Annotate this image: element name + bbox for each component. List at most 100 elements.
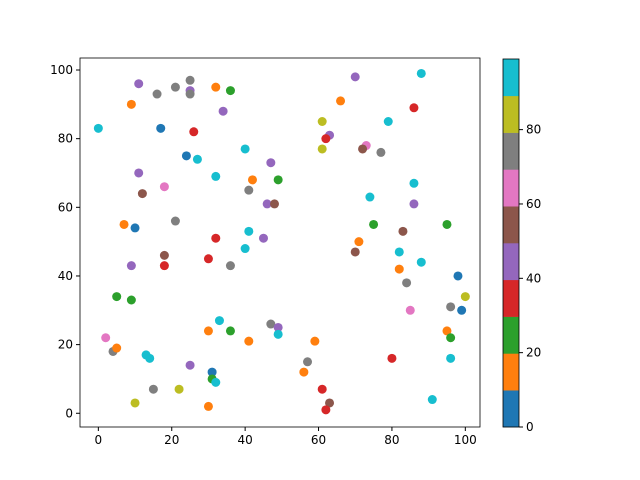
scatter-point	[130, 398, 140, 408]
scatter-point	[317, 117, 327, 127]
scatter-point	[317, 144, 327, 154]
scatter-point	[244, 336, 254, 346]
colorbar-segment	[503, 316, 519, 354]
scatter-point	[387, 353, 397, 363]
colorbar-tick-label: 20	[526, 346, 541, 360]
colorbar-segment	[503, 95, 519, 133]
colorbar-segment	[503, 279, 519, 317]
scatter-point	[409, 103, 419, 113]
scatter-point	[321, 405, 331, 415]
scatter-point	[266, 319, 276, 329]
scatter-point	[159, 250, 169, 260]
scatter-point	[211, 377, 221, 387]
scatter-point	[207, 367, 217, 377]
scatter-point	[119, 219, 129, 229]
y-tick-label: 0	[65, 406, 73, 420]
colorbar-frame	[502, 58, 520, 428]
scatter-point	[203, 254, 213, 264]
scatter-point	[427, 395, 437, 405]
scatter-point	[152, 89, 162, 99]
scatter-point	[185, 75, 195, 85]
scatter-point	[442, 219, 452, 229]
scatter-point	[350, 72, 360, 82]
scatter-point	[325, 398, 335, 408]
colorbar-tick-label: 40	[526, 271, 541, 285]
scatter-point	[398, 226, 408, 236]
scatter-point	[218, 106, 228, 116]
y-tick-label: 100	[50, 63, 73, 77]
x-tick-label: 0	[95, 433, 103, 447]
colorbar-tick-label: 0	[526, 420, 534, 434]
scatter-point	[453, 271, 463, 281]
colorbar-tick-label: 80	[526, 123, 541, 137]
scatter-point	[262, 199, 272, 209]
scatter-point	[203, 326, 213, 336]
scatter-point	[134, 168, 144, 178]
colorbar-segment	[503, 206, 519, 244]
scatter-point	[446, 302, 456, 312]
scatter-point	[159, 182, 169, 192]
x-tick-label: 20	[164, 433, 179, 447]
scatter-point	[112, 292, 122, 302]
scatter-point	[442, 326, 452, 336]
scatter-point	[130, 223, 140, 233]
scatter-point	[409, 199, 419, 209]
scatter-point	[181, 151, 191, 161]
scatter-point	[126, 261, 136, 271]
scatter-point	[358, 144, 368, 154]
scatter-point	[240, 144, 250, 154]
scatter-point	[416, 68, 426, 78]
scatter-point	[273, 322, 283, 332]
scatter-point	[170, 216, 180, 226]
scatter-point	[137, 189, 147, 199]
plot-frame	[79, 57, 481, 428]
scatter-point	[321, 134, 331, 144]
scatter-point	[405, 305, 415, 315]
scatter-point	[214, 316, 224, 326]
x-tick-label: 100	[454, 433, 477, 447]
scatter-point	[273, 329, 283, 339]
scatter-point	[350, 247, 360, 257]
scatter-point	[134, 79, 144, 89]
scatter-point	[101, 333, 111, 343]
scatter-point	[247, 175, 257, 185]
scatter-point	[244, 185, 254, 195]
colorbar-segment	[503, 390, 519, 428]
scatter-point	[269, 199, 279, 209]
scatter-point	[185, 89, 195, 99]
scatter-point	[299, 367, 309, 377]
scatter-point	[211, 82, 221, 92]
scatter-point	[383, 117, 393, 127]
scatter-point	[446, 353, 456, 363]
scatter-point	[126, 99, 136, 109]
scatter-point	[394, 264, 404, 274]
colorbar-segment	[503, 59, 519, 97]
scatter-point	[303, 357, 313, 367]
scatter-point	[148, 384, 158, 394]
scatter-point	[185, 360, 195, 370]
x-tick-label: 60	[311, 433, 326, 447]
scatter-point	[273, 175, 283, 185]
scatter-point	[126, 295, 136, 305]
scatter-point	[394, 247, 404, 257]
scatter-point	[145, 353, 155, 363]
x-tick-label: 80	[384, 433, 399, 447]
colorbar-segment	[503, 169, 519, 207]
y-tick-label: 40	[58, 269, 73, 283]
scatter-point	[211, 171, 221, 181]
scatter-point	[409, 178, 419, 188]
scatter-point	[258, 233, 268, 243]
scatter-point	[156, 123, 166, 133]
scatter-point	[211, 233, 221, 243]
scatter-point	[240, 244, 250, 254]
scatter-point	[460, 292, 470, 302]
scatter-point	[369, 219, 379, 229]
scatter-point	[244, 226, 254, 236]
scatter-point	[446, 333, 456, 343]
scatter-point	[189, 127, 199, 137]
scatter-point	[457, 305, 467, 315]
y-tick-label: 20	[58, 338, 73, 352]
scatter-point	[174, 384, 184, 394]
scatter-point	[376, 147, 386, 157]
